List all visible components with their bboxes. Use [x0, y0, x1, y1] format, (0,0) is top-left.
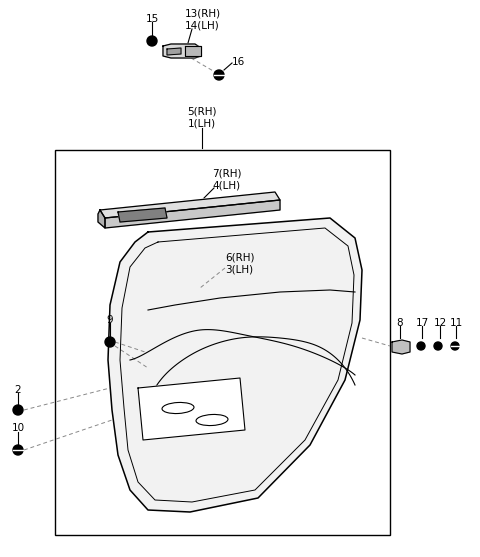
Text: 12: 12 — [433, 318, 446, 328]
Polygon shape — [167, 48, 181, 55]
Circle shape — [214, 70, 224, 80]
Polygon shape — [100, 192, 280, 218]
Polygon shape — [138, 378, 245, 440]
Text: 5(RH): 5(RH) — [187, 106, 217, 116]
Text: 15: 15 — [145, 14, 158, 24]
Text: 2: 2 — [15, 385, 21, 395]
Text: 11: 11 — [449, 318, 463, 328]
Text: 16: 16 — [232, 57, 245, 67]
Polygon shape — [98, 210, 105, 228]
Polygon shape — [392, 340, 410, 354]
Polygon shape — [108, 218, 362, 512]
Text: 8: 8 — [396, 318, 403, 328]
Circle shape — [451, 342, 459, 350]
Circle shape — [105, 337, 115, 347]
Polygon shape — [185, 46, 201, 56]
Ellipse shape — [162, 403, 194, 413]
Text: 17: 17 — [415, 318, 429, 328]
Text: 3(LH): 3(LH) — [225, 264, 253, 274]
Polygon shape — [118, 208, 167, 222]
Circle shape — [434, 342, 442, 350]
Text: 7(RH): 7(RH) — [212, 168, 241, 178]
Circle shape — [147, 36, 157, 46]
Circle shape — [13, 445, 23, 455]
Circle shape — [13, 405, 23, 415]
Polygon shape — [163, 44, 201, 58]
Bar — [55, 150, 390, 535]
Text: 4(LH): 4(LH) — [212, 180, 240, 190]
Text: 9: 9 — [107, 315, 113, 325]
Polygon shape — [105, 200, 280, 228]
Ellipse shape — [196, 414, 228, 426]
Text: 14(LH): 14(LH) — [185, 20, 220, 30]
Text: 1(LH): 1(LH) — [188, 118, 216, 128]
Text: 13(RH): 13(RH) — [185, 8, 221, 18]
Circle shape — [417, 342, 425, 350]
Text: 6(RH): 6(RH) — [225, 252, 254, 262]
Text: 10: 10 — [12, 423, 24, 433]
